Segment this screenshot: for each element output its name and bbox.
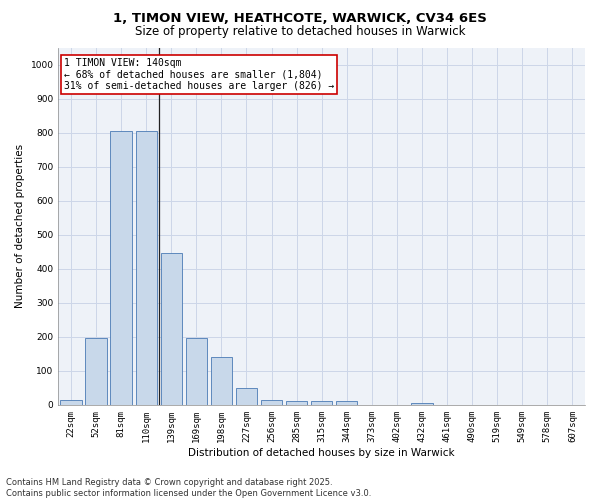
Bar [336,402,358,405]
Bar [185,338,207,405]
Text: 1 TIMON VIEW: 140sqm
← 68% of detached houses are smaller (1,804)
31% of semi-de: 1 TIMON VIEW: 140sqm ← 68% of detached h… [64,58,334,92]
Bar [85,338,107,405]
Bar [136,131,157,405]
Bar [286,402,307,405]
Text: 1, TIMON VIEW, HEATHCOTE, WARWICK, CV34 6ES: 1, TIMON VIEW, HEATHCOTE, WARWICK, CV34 … [113,12,487,26]
Bar [211,357,232,405]
Bar [412,403,433,405]
Bar [311,402,332,405]
Text: Contains HM Land Registry data © Crown copyright and database right 2025.
Contai: Contains HM Land Registry data © Crown c… [6,478,371,498]
Bar [236,388,257,405]
Bar [261,400,282,405]
Y-axis label: Number of detached properties: Number of detached properties [15,144,25,308]
Bar [60,400,82,405]
Text: Size of property relative to detached houses in Warwick: Size of property relative to detached ho… [135,25,465,38]
Bar [161,252,182,405]
Bar [110,131,132,405]
X-axis label: Distribution of detached houses by size in Warwick: Distribution of detached houses by size … [188,448,455,458]
